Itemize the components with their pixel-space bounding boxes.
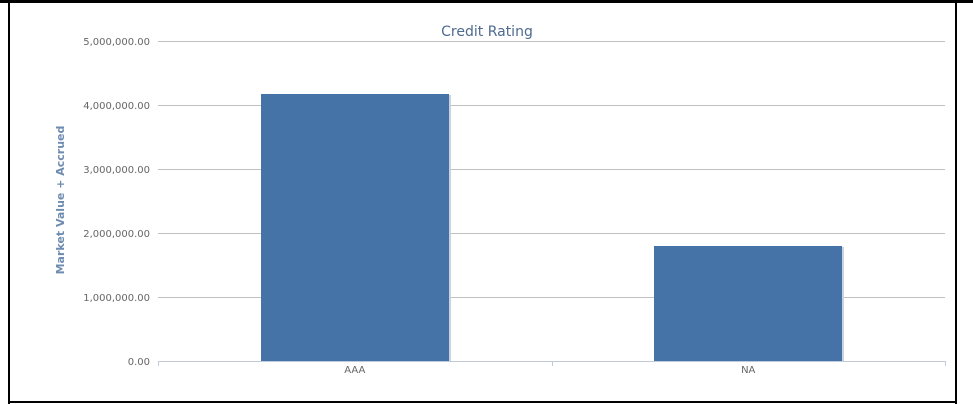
y-tick-label: 5,000,000.00 — [83, 37, 150, 48]
y-tick-label: 0.00 — [128, 357, 150, 368]
frame-border-right — [955, 0, 957, 404]
y-axis-label: Market Value + Accrued — [54, 126, 67, 275]
y-tick-label: 4,000,000.00 — [83, 101, 150, 112]
x-tick-labels: AAA NA — [344, 365, 755, 376]
frame-border-top — [0, 0, 973, 3]
frame-border-bottom — [8, 401, 957, 403]
bars — [261, 94, 844, 361]
chart-title: Credit Rating — [441, 24, 533, 40]
y-tick-label: 3,000,000.00 — [83, 165, 150, 176]
bar-na[interactable] — [654, 246, 842, 361]
frame-border-left — [8, 0, 10, 404]
bar-aaa[interactable] — [261, 94, 449, 361]
y-tick-label: 1,000,000.00 — [83, 293, 150, 304]
x-tick-label: NA — [741, 365, 755, 376]
y-tick-label: 2,000,000.00 — [83, 229, 150, 240]
y-tick-labels: 0.00 1,000,000.00 2,000,000.00 3,000,000.00… — [83, 37, 150, 368]
x-tick-label: AAA — [344, 365, 365, 376]
